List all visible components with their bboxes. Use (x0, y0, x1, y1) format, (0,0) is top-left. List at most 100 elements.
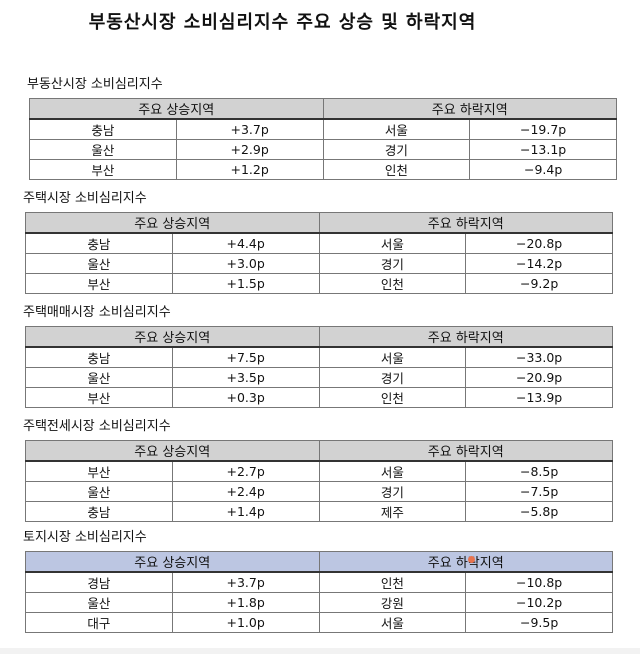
table-row: 부산 +1.2p 인천 −9.4p (29, 159, 617, 180)
fall-region: 서울 (318, 232, 467, 254)
table-row: 대구 +1.0p 서울 −9.5p (25, 612, 613, 633)
rise-value: +2.4p (171, 481, 320, 502)
table-header-row: 주요 상승지역 주요 하락지역 (29, 98, 617, 120)
header-fall-label: 주요 하락지역 (427, 217, 504, 232)
fall-value: −20.8p (465, 232, 613, 254)
fall-value: −7.5p (465, 481, 613, 502)
section-5: 토지시장 소비심리지수 주요 상승지역 주요 하락지역 경남 +3.7p 인천 −10.8p… (23, 529, 613, 633)
rise-region: 충남 (25, 501, 173, 522)
rise-value: +3.0p (171, 253, 320, 274)
rise-value: +3.7p (175, 118, 324, 140)
fall-value: −13.1p (469, 139, 617, 160)
header-rise: 주요 상승지역 (25, 326, 320, 348)
table-row: 부산 +1.5p 인천 −9.2p (25, 273, 613, 294)
fall-value: −10.2p (465, 592, 613, 613)
header-fall: 주요 하락지역 (318, 326, 613, 348)
fall-value: −13.9p (465, 387, 613, 408)
table-row: 울산 +2.4p 경기 −7.5p (25, 481, 613, 502)
region-table: 주요 상승지역 주요 하락지역 충남 +3.7p 서울 −19.7p 울산 +2.9p 경기 −1… (29, 98, 617, 180)
table-header-row: 주요 상승지역 주요 하락지역 (25, 440, 613, 462)
table-row: 울산 +2.9p 경기 −13.1p (29, 139, 617, 160)
rise-value: +1.4p (171, 501, 320, 522)
fall-region: 서울 (318, 460, 467, 482)
fall-region: 경기 (318, 253, 467, 274)
rise-region: 경남 (25, 571, 173, 593)
table-row: 울산 +1.8p 강원 −10.2p (25, 592, 613, 613)
rise-region: 충남 (25, 346, 173, 368)
header-fall-label: 주요 하락지역 (427, 445, 504, 460)
header-fall: 주요 하락지역 (318, 212, 613, 234)
section-title: 주택시장 소비심리지수 (23, 191, 147, 206)
header-rise: 주요 상승지역 (25, 551, 320, 573)
page-bottom-edge (0, 648, 640, 654)
section-title: 부동산시장 소비심리지수 (27, 77, 163, 92)
rise-value: +1.8p (171, 592, 320, 613)
section-title: 토지시장 소비심리지수 (23, 530, 147, 545)
header-rise: 주요 상승지역 (25, 440, 320, 462)
section-4: 주택전세시장 소비심리지수 주요 상승지역 주요 하락지역 부산 +2.7p 서울 −8.5… (23, 418, 613, 522)
fall-region: 인천 (318, 387, 467, 408)
rise-region: 충남 (29, 118, 177, 140)
rise-value: +2.7p (171, 460, 320, 482)
fall-region: 경기 (322, 139, 471, 160)
rise-value: +0.3p (171, 387, 320, 408)
table-row: 충남 +3.7p 서울 −19.7p (29, 118, 617, 140)
region-table: 주요 상승지역 주요 하락지역 경남 +3.7p 인천 −10.8p 울산 +1.8p 강원 −1… (25, 551, 613, 633)
section-title: 주택매매시장 소비심리지수 (23, 305, 171, 320)
table-row: 울산 +3.5p 경기 −20.9p (25, 367, 613, 388)
rise-value: +2.9p (175, 139, 324, 160)
table-row: 부산 +0.3p 인천 −13.9p (25, 387, 613, 408)
table-row: 충남 +4.4p 서울 −20.8p (25, 232, 613, 254)
header-fall-label: 주요 하락지역 (427, 556, 504, 571)
fall-region: 경기 (318, 367, 467, 388)
table-row: 경남 +3.7p 인천 −10.8p (25, 571, 613, 593)
rise-value: +1.2p (175, 159, 324, 180)
fall-value: −33.0p (465, 346, 613, 368)
table-header-row: 주요 상승지역 주요 하락지역 (25, 326, 613, 348)
table-header-row: 주요 상승지역 주요 하락지역 (25, 212, 613, 234)
region-table: 주요 상승지역 주요 하락지역 충남 +7.5p 서울 −33.0p 울산 +3.5p 경기 −2… (25, 326, 613, 408)
fall-value: −9.4p (469, 159, 617, 180)
header-fall: 주요 하락지역 (318, 440, 613, 462)
header-rise: 주요 상승지역 (29, 98, 324, 120)
fall-region: 서울 (322, 118, 471, 140)
rise-region: 울산 (29, 139, 177, 160)
table-row: 충남 +1.4p 제주 −5.8p (25, 501, 613, 522)
fall-region: 서울 (318, 612, 467, 633)
header-fall: 주요 하락지역 (318, 551, 613, 573)
rise-region: 울산 (25, 592, 173, 613)
fall-value: −8.5p (465, 460, 613, 482)
fall-value: −10.8p (465, 571, 613, 593)
table-row: 충남 +7.5p 서울 −33.0p (25, 346, 613, 368)
fall-region: 서울 (318, 346, 467, 368)
fall-region: 인천 (318, 571, 467, 593)
rise-region: 대구 (25, 612, 173, 633)
rise-region: 부산 (29, 159, 177, 180)
table-header-row: 주요 상승지역 주요 하락지역 (25, 551, 613, 573)
rise-value: +3.7p (171, 571, 320, 593)
fall-value: −19.7p (469, 118, 617, 140)
rise-region: 울산 (25, 253, 173, 274)
rise-value: +3.5p (171, 367, 320, 388)
rise-region: 울산 (25, 481, 173, 502)
rise-region: 울산 (25, 367, 173, 388)
cursor-dot (467, 556, 475, 563)
fall-value: −5.8p (465, 501, 613, 522)
fall-region: 강원 (318, 592, 467, 613)
rise-value: +1.5p (171, 273, 320, 294)
fall-region: 인천 (322, 159, 471, 180)
rise-value: +4.4p (171, 232, 320, 254)
fall-region: 경기 (318, 481, 467, 502)
region-table: 주요 상승지역 주요 하락지역 부산 +2.7p 서울 −8.5p 울산 +2.4p 경기 −7.… (25, 440, 613, 522)
rise-region: 부산 (25, 387, 173, 408)
fall-value: −9.5p (465, 612, 613, 633)
table-row: 울산 +3.0p 경기 −14.2p (25, 253, 613, 274)
table-row: 부산 +2.7p 서울 −8.5p (25, 460, 613, 482)
fall-region: 제주 (318, 501, 467, 522)
fall-region: 인천 (318, 273, 467, 294)
header-fall-label: 주요 하락지역 (427, 331, 504, 346)
region-table: 주요 상승지역 주요 하락지역 충남 +4.4p 서울 −20.8p 울산 +3.0p 경기 −1… (25, 212, 613, 294)
